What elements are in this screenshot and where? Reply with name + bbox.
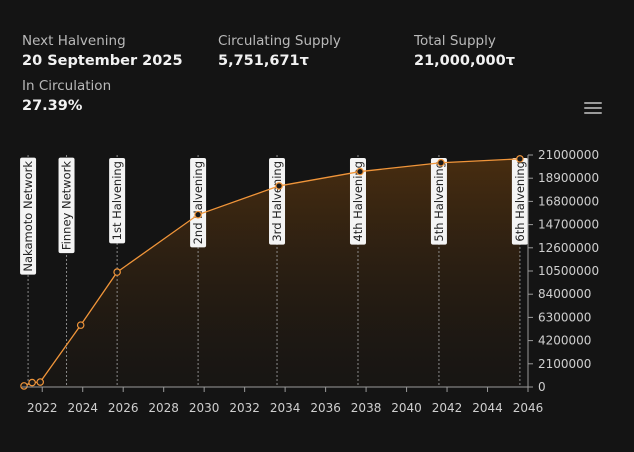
in-circulation-stat: In Circulation 27.39%	[22, 78, 111, 116]
y-tick-label-8400000: 8400000	[538, 287, 591, 301]
supply-area	[24, 158, 520, 387]
y-tick-label-14700000: 14700000	[538, 218, 599, 232]
data-point-4	[76, 321, 85, 329]
circulating-supply-label: Circulating Supply	[218, 33, 341, 49]
supply-line	[23, 158, 520, 387]
x-tick-label-2046: 2046	[513, 401, 544, 415]
event-label-5: 3rd Halvening	[270, 161, 284, 242]
event-label-1: Nakamoto Network	[21, 161, 35, 272]
x-tick-label-2032: 2032	[229, 401, 260, 415]
event-label-box-8	[511, 158, 528, 245]
x-tick-label-2038: 2038	[351, 401, 382, 415]
y-tick-label-2100000: 2100000	[538, 357, 591, 371]
y-tick-label-0: 0	[538, 380, 546, 394]
x-tick-label-2036: 2036	[310, 401, 341, 415]
data-point-9	[437, 158, 445, 167]
event-label-2: Finney Network	[60, 161, 74, 250]
x-tick-label-2044: 2044	[472, 401, 503, 415]
x-tick-label-2034: 2034	[270, 401, 301, 415]
in-circulation-label: In Circulation	[22, 78, 112, 94]
x-tick-label-2026: 2026	[108, 401, 139, 415]
total-supply-label: Total Supply	[414, 33, 496, 49]
x-tick-label-2030: 2030	[189, 401, 220, 415]
data-point-7	[275, 182, 283, 190]
event-label-6: 4th Halvening	[351, 161, 365, 242]
circulating-supply-value: 5,751,671τ	[218, 53, 309, 69]
event-label-box-1	[20, 157, 37, 275]
data-point-10	[516, 155, 524, 163]
y-tick-label-6300000: 6300000	[538, 310, 591, 324]
y-tick-label-16800000: 16800000	[538, 194, 599, 208]
event-label-7: 5th Halvening	[432, 161, 446, 242]
next-halvening-stat: Next Halvening 20 September 2025	[22, 33, 183, 71]
event-label-4: 2nd Halvening	[191, 161, 205, 244]
y-tick-label-4200000: 4200000	[538, 334, 591, 348]
event-label-3: 1st Halvening	[110, 161, 124, 240]
data-point-3	[36, 378, 45, 386]
in-circulation-value: 27.39%	[22, 98, 83, 114]
circulating-supply-stat: Circulating Supply 5,751,671τ	[218, 33, 341, 71]
event-label-box-6	[349, 158, 366, 245]
data-point-8	[356, 167, 364, 176]
total-supply-stat: Total Supply 21,000,000τ	[414, 33, 515, 71]
x-tick-label-2024: 2024	[67, 401, 98, 415]
event-label-box-7	[430, 158, 447, 245]
y-tick-label-21000000: 21000000	[538, 148, 599, 162]
x-tick-label-2028: 2028	[148, 401, 179, 415]
event-label-8: 6th Halvening	[513, 161, 527, 242]
data-point-2	[28, 378, 36, 387]
event-label-box-3	[109, 158, 126, 244]
total-supply-value: 21,000,000τ	[414, 53, 515, 69]
event-label-box-5	[269, 158, 286, 245]
event-label-box-2	[58, 157, 75, 254]
x-tick-label-2022: 2022	[27, 401, 58, 415]
next-halvening-label: Next Halvening	[22, 33, 126, 49]
data-point-5	[113, 268, 121, 276]
data-point-6	[194, 210, 202, 219]
hamburger-menu-icon[interactable]	[584, 102, 602, 116]
event-label-box-4	[190, 158, 207, 248]
x-tick-label-2040: 2040	[391, 401, 422, 415]
x-tick-label-2042: 2042	[432, 401, 463, 415]
y-tick-label-10500000: 10500000	[538, 264, 599, 278]
next-halvening-value: 20 September 2025	[22, 53, 183, 69]
y-tick-label-18900000: 18900000	[538, 171, 599, 185]
y-tick-label-12600000: 12600000	[538, 241, 599, 255]
data-point-1	[20, 382, 28, 390]
